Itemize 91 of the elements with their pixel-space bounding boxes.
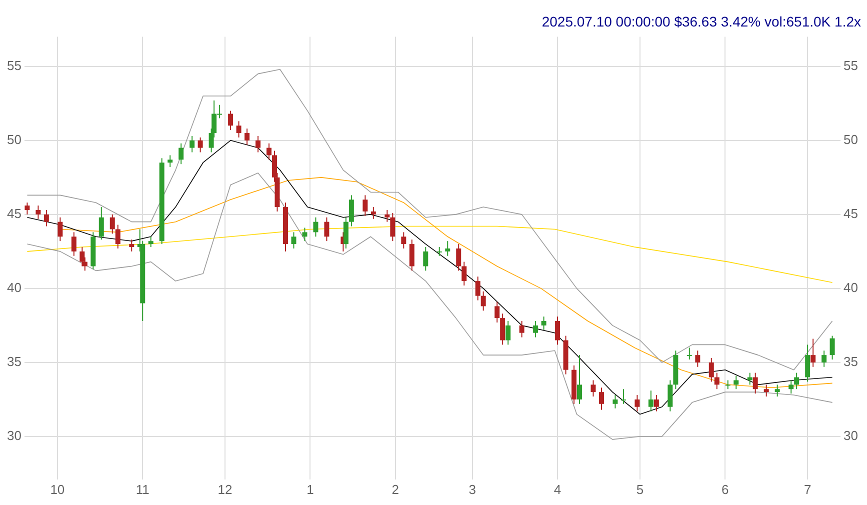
candlestick xyxy=(708,358,714,382)
candlestick xyxy=(190,135,195,153)
candlestick xyxy=(343,216,348,249)
x-tick-label: 11 xyxy=(136,482,150,497)
candlestick xyxy=(695,350,700,368)
candlestick xyxy=(390,212,396,242)
y-tick-label: 50 xyxy=(6,132,22,147)
candlestick xyxy=(612,394,618,409)
candlestick xyxy=(686,347,692,360)
y2-tick-label: 45 xyxy=(844,206,858,222)
y-tick-label: 30 xyxy=(6,428,22,444)
candlestick xyxy=(115,224,120,249)
candlestick xyxy=(256,135,261,153)
candlestick xyxy=(423,246,428,272)
x-tick-label: 1 xyxy=(306,482,314,497)
candlestick xyxy=(362,194,368,216)
x-tick-label: 3 xyxy=(468,482,476,497)
candlestick xyxy=(480,290,486,312)
candlestick xyxy=(98,206,104,240)
candlestick xyxy=(810,338,816,368)
candlestick xyxy=(370,206,376,220)
candlestick xyxy=(244,128,250,146)
candlestick xyxy=(456,244,462,272)
candlestick xyxy=(500,313,506,346)
y2-tick-label: 50 xyxy=(844,132,858,147)
x-tick-label: 5 xyxy=(636,482,644,497)
candlestick xyxy=(129,239,134,252)
candlestick xyxy=(80,246,85,267)
candlestick xyxy=(734,375,739,390)
candlestick xyxy=(577,354,582,404)
candlestick xyxy=(266,142,272,160)
candlestick xyxy=(348,194,354,227)
y2-tick-label: 40 xyxy=(844,280,858,296)
candlestick xyxy=(462,261,467,286)
candlestick xyxy=(475,276,480,301)
y-tick-label: 35 xyxy=(6,354,22,370)
y2-tick-label: 55 xyxy=(844,58,858,73)
y-tick-label: 55 xyxy=(6,58,22,73)
candlestick xyxy=(668,380,673,412)
candlestick xyxy=(228,110,234,131)
candlestick xyxy=(764,384,769,398)
candlestick xyxy=(598,387,604,410)
candlestick xyxy=(805,344,810,382)
candlestick xyxy=(409,239,414,272)
candlestick xyxy=(302,227,308,242)
x-tick-label: 2 xyxy=(392,482,400,497)
y-tick-label: 45 xyxy=(6,206,22,222)
candlestick xyxy=(291,232,296,249)
candlestick xyxy=(148,236,154,248)
y-tick-label: 40 xyxy=(6,280,22,296)
x-tick-label: 12 xyxy=(218,482,232,497)
chart-title: 2025.07.10 00:00:00 $36.63 3.42% vol:651.0K 1.2x xyxy=(542,13,861,30)
candlestick xyxy=(168,154,173,168)
candlestick xyxy=(401,232,406,249)
candlestick xyxy=(24,202,30,215)
candlestick xyxy=(71,232,76,256)
x-tick-label: 10 xyxy=(50,482,65,497)
candlestick xyxy=(36,205,41,220)
candlestick xyxy=(774,384,780,398)
candlestick xyxy=(58,216,63,242)
x-tick-label: 4 xyxy=(554,482,562,497)
candlestick xyxy=(822,350,827,368)
candlestick xyxy=(714,372,720,390)
candlestick xyxy=(541,316,546,330)
candlestick xyxy=(555,316,560,346)
candlestick xyxy=(178,142,184,165)
candlestick xyxy=(788,380,794,394)
candlestick xyxy=(236,120,242,138)
candlestick xyxy=(590,380,596,398)
candlestick xyxy=(620,388,626,404)
candlestick xyxy=(634,394,640,412)
candlestick xyxy=(533,320,538,338)
candlestick xyxy=(752,372,758,394)
candlestick xyxy=(110,214,115,234)
candlestick xyxy=(794,372,800,390)
x-tick-label: 6 xyxy=(722,482,729,497)
candlestick xyxy=(830,335,835,360)
candlestick xyxy=(519,320,524,338)
y2-tick-label: 35 xyxy=(844,354,858,370)
y2-tick-label: 30 xyxy=(844,428,858,444)
candlestick xyxy=(654,394,659,412)
candlestick xyxy=(198,136,203,153)
candlestick xyxy=(494,301,500,323)
candlestick xyxy=(506,320,511,346)
candlestick xyxy=(324,216,330,242)
candlestick xyxy=(313,216,318,238)
candlestick xyxy=(44,209,49,227)
candlestick xyxy=(384,209,390,222)
x-tick-label: 7 xyxy=(804,482,812,497)
candlestick xyxy=(445,240,450,256)
candlestick xyxy=(648,390,654,412)
